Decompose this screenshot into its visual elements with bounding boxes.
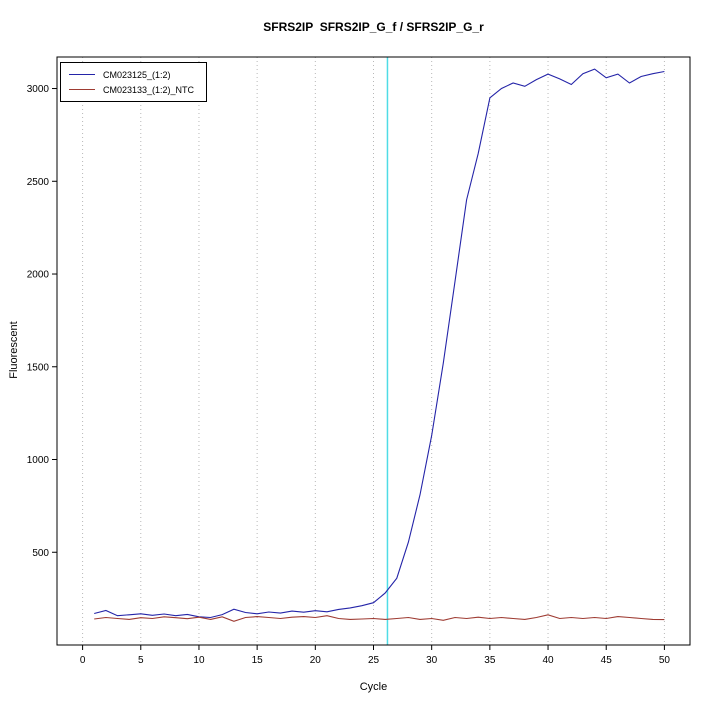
- y-tick-label: 1500: [27, 362, 50, 373]
- y-tick-label: 500: [32, 548, 49, 559]
- x-tick-label: 0: [80, 655, 86, 666]
- x-tick-label: 5: [138, 655, 144, 666]
- legend: CM023125_(1:2) CM023133_(1:2)_NTC: [60, 62, 208, 102]
- x-tick-label: 20: [310, 655, 322, 666]
- legend-swatch-ntc: [69, 89, 95, 90]
- chart-title: SFRS2IP SFRS2IP_G_f / SFRS2IP_G_r: [263, 20, 484, 34]
- legend-item: CM023125_(1:2): [69, 67, 194, 82]
- series-line-ntc: [94, 614, 665, 622]
- x-tick-label: 25: [368, 655, 380, 666]
- y-tick-label: 2500: [27, 177, 50, 188]
- x-tick-label: 35: [484, 655, 496, 666]
- legend-item: CM023133_(1:2)_NTC: [69, 82, 194, 97]
- x-tick-label: 30: [426, 655, 438, 666]
- x-axis-label: Cycle: [359, 681, 388, 693]
- x-tick-label: 50: [659, 655, 671, 666]
- x-tick-label: 10: [193, 655, 205, 666]
- y-tick-label: 3000: [27, 84, 50, 95]
- y-tick-label: 1000: [27, 455, 50, 466]
- legend-label-sample: CM023125_(1:2): [103, 69, 171, 80]
- x-tick-label: 40: [542, 655, 554, 666]
- legend-swatch-sample: [69, 74, 95, 75]
- legend-label-ntc: CM023133_(1:2)_NTC: [103, 84, 195, 95]
- y-tick-label: 2000: [27, 270, 50, 281]
- series-line-sample: [94, 68, 665, 619]
- x-tick-label: 45: [601, 655, 613, 666]
- y-axis-label: Fluorescent: [8, 321, 20, 379]
- x-tick-label: 15: [252, 655, 264, 666]
